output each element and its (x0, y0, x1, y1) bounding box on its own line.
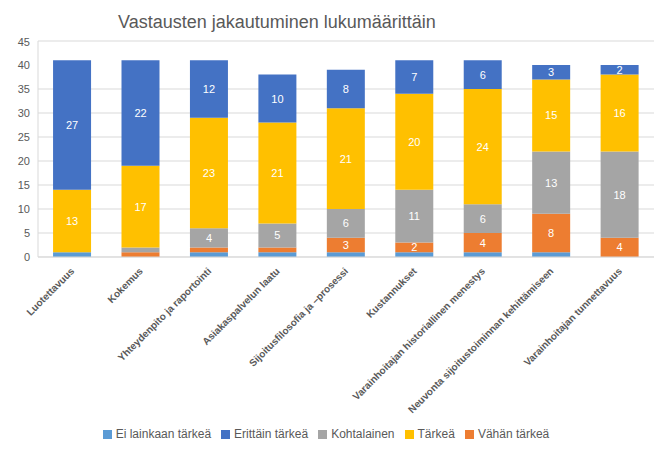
svg-text:3: 3 (548, 66, 554, 78)
svg-text:11: 11 (409, 210, 420, 222)
html-text:Vastausten jakautuminen lukumä: Vastausten jakautuminen lukumäärittäin (118, 12, 436, 32)
svg-text:16: 16 (613, 107, 625, 119)
svg-text:Yhteydenpito ja raportointi: Yhteydenpito ja raportointi (116, 265, 214, 363)
svg-text:Asiakaspalvelun laatu: Asiakaspalvelun laatu (200, 265, 282, 347)
svg-text:45: 45 (18, 36, 30, 48)
svg-text:12: 12 (203, 83, 215, 95)
svg-text:6: 6 (480, 69, 486, 81)
svg-text:30: 30 (18, 107, 30, 119)
svg-text:Luotettavuus: Luotettavuus (24, 265, 76, 317)
svg-text:17: 17 (134, 201, 146, 213)
svg-text:2: 2 (617, 64, 623, 76)
svg-text:Varainhoitajan historiallinen: Varainhoitajan historiallinen menestys (350, 265, 487, 402)
svg-text:15: 15 (545, 109, 557, 121)
html-text:Vähän tärkeä: Vähän tärkeä (477, 427, 550, 441)
svg-text:27: 27 (66, 119, 78, 131)
svg-text:Sijoitusfilosofia ja –prosessi: Sijoitusfilosofia ja –prosessi (247, 265, 350, 368)
html-text:Ei lainkaan tärkeä: Ei lainkaan tärkeä (115, 427, 212, 441)
svg-text:4: 4 (617, 241, 623, 253)
svg-text:25: 25 (18, 131, 30, 143)
svg-text:5: 5 (274, 229, 280, 241)
svg-text:6: 6 (343, 217, 349, 229)
svg-text:13: 13 (545, 177, 557, 189)
svg-text:6: 6 (480, 213, 486, 225)
svg-text:18: 18 (613, 189, 625, 201)
svg-text:10: 10 (271, 93, 283, 105)
svg-text:8: 8 (548, 227, 554, 239)
svg-text:23: 23 (203, 167, 215, 179)
svg-text:5: 5 (24, 227, 30, 239)
svg-text:Varainhoitajan tunnettavuus: Varainhoitajan tunnettavuus (522, 265, 625, 368)
svg-text:20: 20 (18, 155, 30, 167)
svg-text:24: 24 (477, 141, 489, 153)
svg-text:4: 4 (206, 232, 212, 244)
svg-text:Kustannukset: Kustannukset (364, 265, 419, 320)
html-text:Erittäin tärkeä: Erittäin tärkeä (234, 427, 309, 441)
svg-text:15: 15 (18, 179, 30, 191)
html-text:Kohtalainen: Kohtalainen (331, 427, 395, 441)
svg-text:Kokemus: Kokemus (105, 265, 145, 305)
svg-text:22: 22 (134, 107, 146, 119)
html-text:Tärkeä: Tärkeä (417, 427, 455, 441)
svg-text:35: 35 (18, 83, 30, 95)
svg-text:2: 2 (411, 241, 417, 253)
svg-text:10: 10 (18, 203, 30, 215)
svg-text:40: 40 (18, 59, 30, 71)
svg-text:13: 13 (66, 215, 78, 227)
svg-text:21: 21 (271, 167, 283, 179)
svg-text:0: 0 (24, 251, 30, 263)
svg-text:21: 21 (340, 153, 352, 165)
svg-text:4: 4 (480, 237, 486, 249)
svg-text:Neuvonta sijoitustoiminnan keh: Neuvonta sijoitustoiminnan kehittämiseen (406, 265, 556, 415)
svg-text:20: 20 (408, 136, 420, 148)
svg-text:3: 3 (343, 239, 349, 251)
svg-text:7: 7 (411, 71, 417, 83)
svg-text:8: 8 (343, 83, 349, 95)
